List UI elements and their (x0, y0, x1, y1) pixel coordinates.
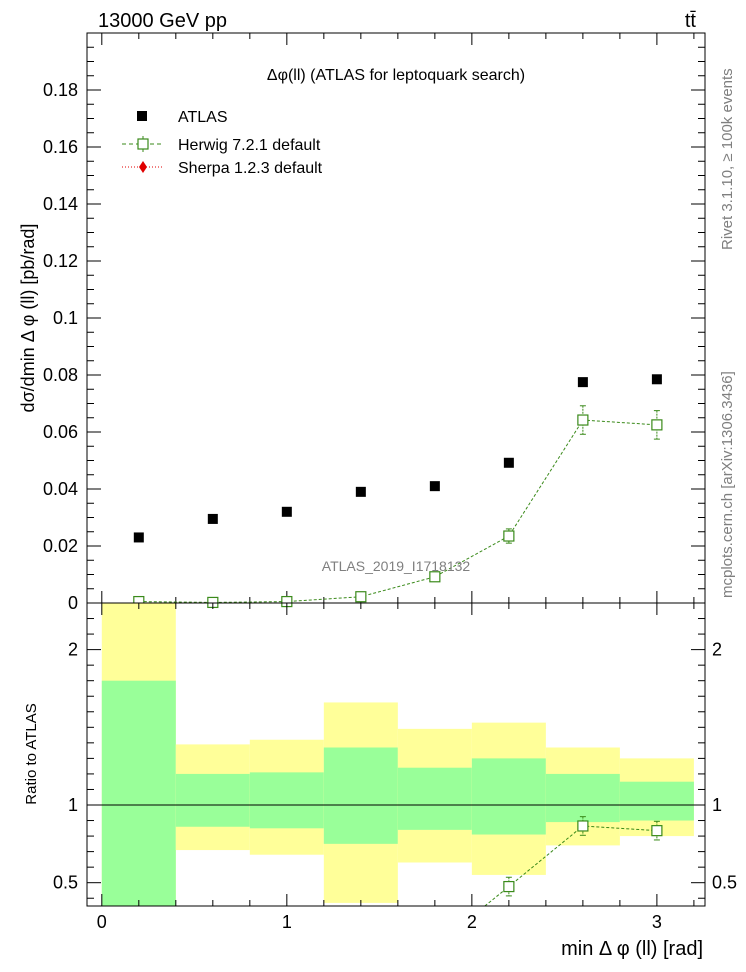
ratio-inner-band (471, 758, 546, 835)
herwig-point (503, 530, 515, 542)
ratio-inner-band (397, 767, 472, 830)
x-axis-label: min Δ φ (ll) [rad] (561, 938, 703, 960)
atlas-point (429, 481, 440, 492)
ratio-herwig-line (484, 825, 657, 907)
ratio-y-tick-label-right: 2 (712, 640, 722, 660)
legend-sherpa-label: Sherpa 1.2.3 default (178, 160, 323, 177)
mcplots-side-label: mcplots.cern.ch [arXiv:1306.3436] (719, 371, 736, 598)
main-y-tick-label: 0 (68, 593, 78, 613)
atlas-point (281, 506, 292, 517)
atlas-point (503, 457, 514, 468)
legend-herwig-marker (137, 138, 149, 150)
ratio-y-tick-label: 0.5 (53, 873, 78, 893)
herwig-point (577, 414, 589, 426)
ratio-inner-band (249, 772, 324, 829)
ratio-y-tick-label-right: 0.5 (712, 873, 737, 893)
main-y-tick-label: 0.12 (43, 251, 78, 271)
atlas-point (133, 532, 144, 543)
ratio-inner-band (175, 773, 250, 827)
atlas-point (651, 374, 662, 385)
main-y-tick-label: 0.02 (43, 536, 78, 556)
x-tick-label: 2 (467, 912, 477, 932)
plot-title: Δφ(ll) (ATLAS for leptoquark search) (267, 67, 525, 84)
ratio-y-tick-label: 1 (68, 795, 78, 815)
ratio-herwig-point (651, 825, 663, 837)
legend: ATLAS Herwig 7.2.1 default Sherpa 1.2.3 … (122, 109, 323, 177)
main-y-tick-label: 0.04 (43, 479, 78, 499)
x-tick-label: 3 (652, 912, 662, 932)
ratio-y-tick-label: 2 (68, 640, 78, 660)
x-tick-label: 1 (282, 912, 292, 932)
ratio-herwig-point (503, 880, 515, 893)
ratio-inner-band (323, 747, 398, 844)
main-plot-area: 0 0.02 0.04 0.06 0.08 0.1 0.12 0.14 0.16 0.18 (43, 32, 705, 613)
ratio-y-axis-label: Ratio to ATLAS (23, 703, 40, 804)
ratio-plot-panel: 0 1 2 3 0.5 0.5 1 1 2 2 Ratio to ATLAS (23, 602, 737, 932)
main-y-tick-label: 0.08 (43, 365, 78, 385)
process-label: tt̄ (685, 10, 697, 32)
ratio-inner-band (101, 680, 176, 906)
atlas-point (207, 513, 218, 524)
main-y-axis-label: dσ/dmin Δ φ (ll) [pb/rad] (18, 224, 38, 413)
ratio-plot-area: 0 1 2 3 0.5 0.5 1 1 2 2 (53, 602, 737, 932)
main-plot-panel: 0 0.02 0.04 0.06 0.08 0.1 0.12 0.14 0.16 0.18 Δφ(… (18, 32, 706, 613)
energy-label: 13000 GeV pp (98, 10, 227, 32)
ratio-y-tick-label-right: 1 (712, 795, 722, 815)
legend-atlas-label: ATLAS (178, 109, 228, 126)
main-y-tick-label: 0.14 (43, 194, 78, 214)
x-tick-label: 0 (97, 912, 107, 932)
herwig-point (651, 419, 663, 431)
main-y-tick-label: 0.18 (43, 80, 78, 100)
analysis-watermark: ATLAS_2019_I1718132 (322, 558, 471, 574)
legend-atlas-marker (137, 111, 147, 121)
herwig-line (138, 419, 657, 603)
rivet-side-label: Rivet 3.1.10, ≥ 100k events (719, 68, 736, 250)
ratio-inner-band (545, 773, 620, 823)
main-y-tick-label: 0.1 (53, 308, 78, 328)
main-y-tick-label: 0.06 (43, 422, 78, 442)
legend-herwig-label: Herwig 7.2.1 default (178, 137, 321, 154)
ratio-inner-band (619, 781, 694, 821)
herwig-point (355, 591, 367, 603)
main-y-tick-label: 0.16 (43, 137, 78, 157)
herwig-point (429, 571, 441, 583)
atlas-point (355, 486, 366, 497)
ratio-herwig-point (577, 820, 589, 832)
ratio-plot-frame (86, 602, 706, 907)
atlas-point (577, 377, 588, 388)
legend-sherpa-marker (139, 161, 147, 173)
